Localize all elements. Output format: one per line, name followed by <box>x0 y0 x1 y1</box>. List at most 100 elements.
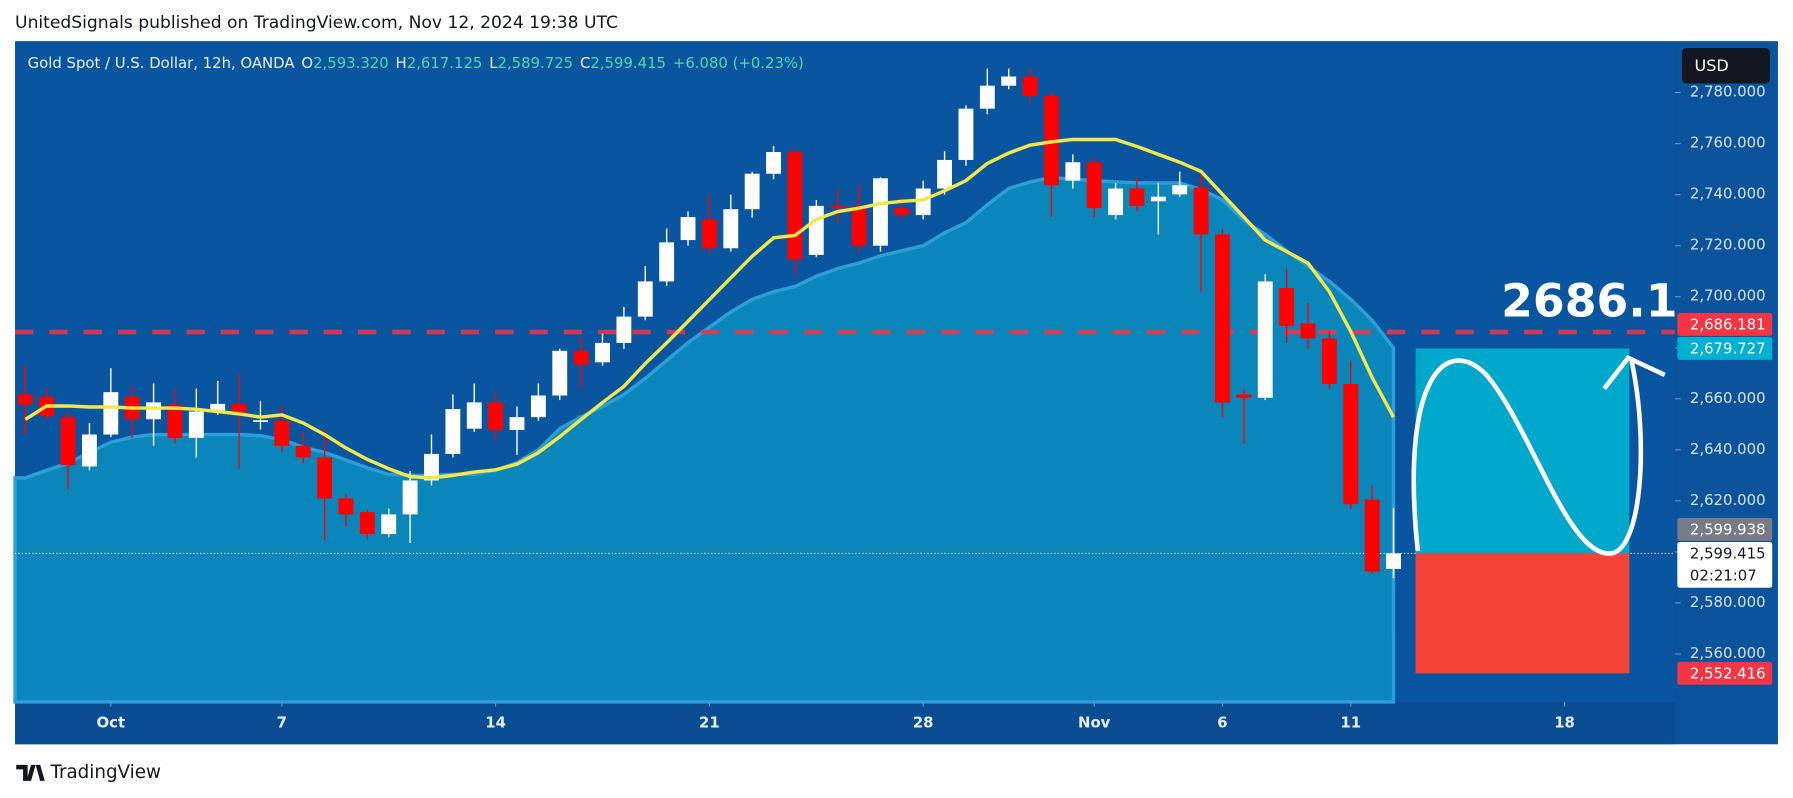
candle-body <box>253 420 268 422</box>
currency-button-label: USD <box>1695 56 1729 75</box>
footer-logo <box>16 764 45 781</box>
candle-body <box>17 394 33 405</box>
y-tick-label: 2,560.000 <box>1690 644 1766 662</box>
legend: Gold Spot / U.S. Dollar, 12h, OANDA O2,59… <box>28 54 804 72</box>
candle-body <box>466 402 482 429</box>
legend-value: 2,599.415 <box>590 54 666 72</box>
candle-body <box>701 219 717 249</box>
x-tick-label: 14 <box>485 714 506 732</box>
candle-body <box>509 417 525 430</box>
projection-arrow <box>1602 354 1666 391</box>
ma-area <box>13 175 1396 704</box>
candle-body <box>830 205 846 209</box>
x-tick-label: 6 <box>1217 714 1227 732</box>
annotation: 2686.1 <box>1501 275 1677 328</box>
candle-body <box>744 173 760 210</box>
y-tick-label: 2,580.000 <box>1690 593 1766 611</box>
stop-box <box>1415 553 1630 674</box>
candle-body <box>595 342 610 363</box>
candle-body <box>637 281 653 317</box>
candle-body <box>231 403 247 415</box>
candle-body <box>680 217 696 241</box>
candle-body <box>274 420 290 446</box>
x-tick-label: 11 <box>1340 714 1361 732</box>
candle-body <box>1279 288 1295 326</box>
candle-body <box>1086 162 1102 209</box>
candle-body <box>317 457 333 499</box>
candle-body <box>359 512 375 535</box>
price-tag <box>1677 517 1773 541</box>
candle-body <box>873 178 888 246</box>
candle-body <box>1257 281 1273 398</box>
candle-body <box>1300 323 1316 339</box>
candle-body <box>295 445 311 458</box>
price-tag <box>1677 313 1773 336</box>
ma-line <box>24 137 1395 480</box>
x-tick-label: Nov <box>1078 714 1111 732</box>
candle-body <box>1150 196 1166 202</box>
legend-value: 2,589.725 <box>498 54 574 72</box>
legend-value: 2,617.125 <box>407 54 483 72</box>
candle-body <box>787 152 803 260</box>
publish-header: UnitedSignals published on TradingView.c… <box>15 13 618 33</box>
x-tick-label: 7 <box>277 714 287 732</box>
legend-key: H <box>396 54 407 72</box>
price-tag-label: 2,599.938 <box>1690 521 1766 539</box>
candle-body <box>381 514 397 535</box>
price-tag <box>1677 661 1773 685</box>
y-tick-label: 2,660.000 <box>1690 389 1766 407</box>
candle-body <box>1108 188 1124 216</box>
price-tag-label: 2,679.727 <box>1690 340 1766 358</box>
candle-body <box>1001 76 1017 86</box>
candle-body <box>723 209 739 249</box>
candle-body <box>402 480 418 515</box>
candle-body <box>1022 76 1038 96</box>
candle-body <box>851 205 867 246</box>
candle-body <box>1193 187 1209 235</box>
y-tick-label: 2,700.000 <box>1690 287 1766 305</box>
price-tag-label: 2,686.181 <box>1690 316 1766 334</box>
x-tick-label: 18 <box>1554 714 1575 732</box>
price-tag-label: 2,599.415 <box>1690 545 1766 563</box>
candle-body <box>1172 185 1188 195</box>
legend-symbol: Gold Spot / U.S. Dollar, 12h, OANDA <box>28 54 296 72</box>
legend-value: 2,593.320 <box>313 54 389 72</box>
candle-body <box>1236 394 1252 398</box>
candle-body <box>188 411 204 438</box>
chart-layer: 2,560.0002,580.0002,600.0002,620.0002,64… <box>13 48 1773 732</box>
candle-body <box>103 392 119 435</box>
candle-body <box>1343 383 1359 505</box>
candle-body <box>808 205 824 255</box>
candle-body <box>1386 553 1401 569</box>
candle-body <box>958 108 974 160</box>
price-tag-label: 2,552.416 <box>1690 664 1766 682</box>
y-tick-label: 2,640.000 <box>1690 440 1766 458</box>
candle-body <box>146 402 162 420</box>
y-tick-label: 2,780.000 <box>1690 83 1766 101</box>
legend-key: L <box>489 54 498 72</box>
candle-body <box>616 316 632 343</box>
candle-body <box>937 159 953 189</box>
candle-body <box>766 152 781 174</box>
candle-body <box>338 498 354 515</box>
candle-body <box>167 404 183 438</box>
candle-body <box>530 395 546 418</box>
candle-body <box>894 208 910 216</box>
x-tick-label: 21 <box>699 714 720 732</box>
candle-body <box>210 403 226 412</box>
y-tick-label: 2,720.000 <box>1690 236 1766 254</box>
x-tick-label: 28 <box>913 714 934 732</box>
currency-button[interactable] <box>1681 48 1770 84</box>
candle-body <box>552 350 568 396</box>
target-box <box>1415 348 1630 554</box>
countdown: 02:21:07 <box>1690 566 1757 584</box>
footer-brand: TradingView <box>49 762 161 783</box>
candle-body <box>488 402 504 430</box>
legend-change: +6.080 (+0.23%) <box>673 54 804 72</box>
candle-body <box>659 242 675 282</box>
price-tag <box>1677 337 1773 360</box>
candle-body <box>424 453 439 481</box>
candle-body <box>915 188 931 216</box>
x-tick-label: Oct <box>97 714 126 732</box>
